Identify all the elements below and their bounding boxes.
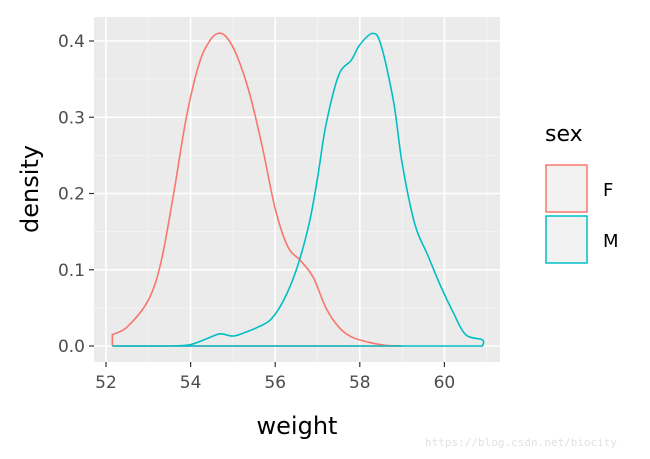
x-axis: 52 54 56 58 60 xyxy=(95,362,455,393)
legend-key-m xyxy=(545,215,588,264)
y-tick-label: 0.2 xyxy=(58,185,85,205)
density-curve-m xyxy=(112,32,485,347)
y-tick-label: 0.3 xyxy=(58,108,85,128)
legend-title: sex xyxy=(545,122,583,147)
major-gridlines xyxy=(94,17,500,362)
y-axis-title: density xyxy=(16,145,44,233)
legend-key-f xyxy=(545,164,588,213)
legend-label-m: M xyxy=(603,231,619,252)
x-tick-label: 60 xyxy=(434,373,456,393)
watermark: https://blog.csdn.net/biocity xyxy=(425,436,617,449)
density-curves xyxy=(111,32,485,347)
x-tick-label: 56 xyxy=(264,373,286,393)
minor-gridlines xyxy=(94,17,500,362)
x-tick-label: 58 xyxy=(349,373,371,393)
x-axis-title: weight xyxy=(257,412,338,440)
density-curve-f xyxy=(111,32,403,347)
legend: sex F M xyxy=(545,122,619,264)
legend-label-f: F xyxy=(603,180,613,201)
y-tick-label: 0.1 xyxy=(58,261,85,281)
x-tick-label: 54 xyxy=(180,373,202,393)
y-tick-label: 0.4 xyxy=(58,32,85,52)
plot-panel xyxy=(94,17,500,362)
y-axis: 0.0 0.1 0.2 0.3 0.4 xyxy=(58,32,94,357)
x-tick-label: 52 xyxy=(95,373,117,393)
y-tick-label: 0.0 xyxy=(58,337,85,357)
